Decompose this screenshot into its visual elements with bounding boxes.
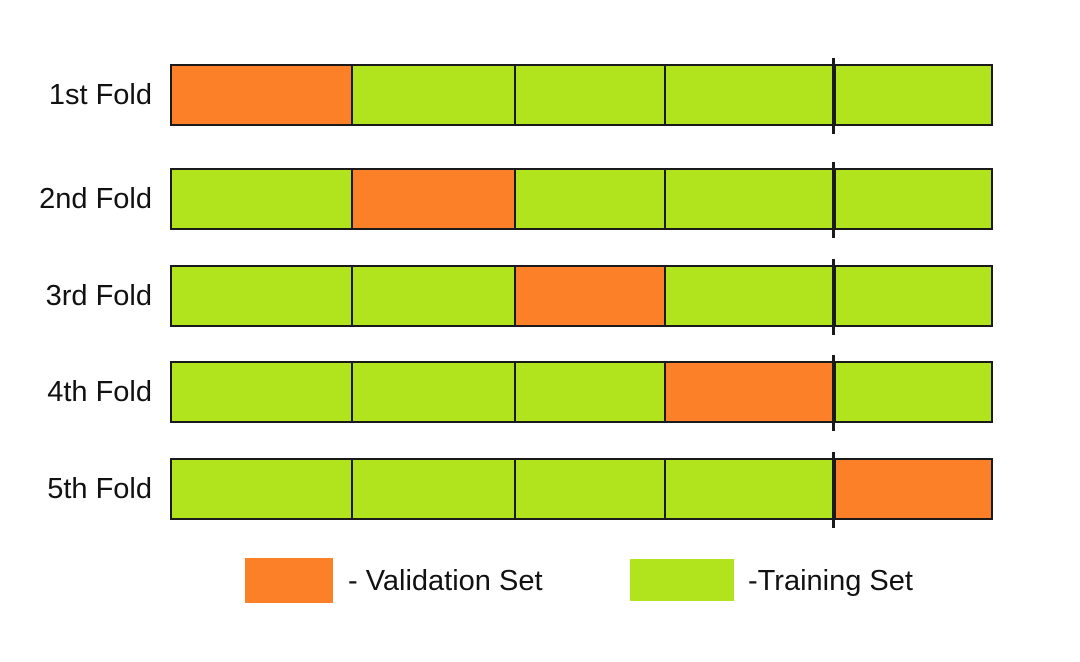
fold-segment <box>513 460 665 518</box>
fold-bar-1 <box>170 58 993 134</box>
training-color-swatch <box>630 559 734 601</box>
fold-segment <box>351 267 514 325</box>
fold-segment <box>172 363 352 421</box>
boundary-tick <box>831 259 835 335</box>
fold-row-5: 5th Fold <box>0 452 1080 528</box>
fold-segment <box>351 66 514 124</box>
fold-bar-5 <box>170 452 993 528</box>
fold-segment <box>172 267 352 325</box>
fold-row-4: 4th Fold <box>0 355 1080 431</box>
fold-segment <box>172 66 352 124</box>
fold-segment <box>351 170 514 228</box>
fold-segment <box>351 460 514 518</box>
fold-segment <box>172 170 352 228</box>
fold-row-3: 3rd Fold <box>0 259 1080 335</box>
fold-label-2: 2nd Fold <box>39 182 152 215</box>
validation-color-swatch <box>245 558 333 603</box>
fold-segment <box>833 170 991 228</box>
boundary-tick <box>831 452 835 528</box>
fold-bar-4 <box>170 355 993 431</box>
fold-segment <box>833 363 991 421</box>
fold-label-1: 1st Fold <box>48 78 152 111</box>
fold-segment <box>833 267 991 325</box>
fold-segment <box>664 460 834 518</box>
fold-segment <box>513 66 665 124</box>
boundary-tick <box>831 58 835 134</box>
fold-segment <box>664 170 834 228</box>
boundary-tick <box>831 355 835 431</box>
fold-label-3: 3rd Fold <box>45 279 152 312</box>
fold-segment <box>833 66 991 124</box>
fold-segment <box>664 363 834 421</box>
fold-bar-2 <box>170 162 993 238</box>
fold-segment <box>664 66 834 124</box>
legend: - Validation Set -Training Set <box>0 556 1080 612</box>
fold-row-2: 2nd Fold <box>0 162 1080 238</box>
fold-bar-3 <box>170 259 993 335</box>
fold-segment <box>664 267 834 325</box>
fold-segment <box>351 363 514 421</box>
fold-segment <box>833 460 991 518</box>
fold-segment <box>172 460 352 518</box>
fold-segment <box>513 267 665 325</box>
validation-legend-label: - Validation Set <box>348 565 543 597</box>
fold-label-5: 5th Fold <box>47 472 152 505</box>
boundary-tick <box>831 162 835 238</box>
fold-label-4: 4th Fold <box>47 375 152 408</box>
fold-row-1: 1st Fold <box>0 58 1080 134</box>
fold-segment <box>513 170 665 228</box>
fold-segment <box>513 363 665 421</box>
training-legend-label: -Training Set <box>748 565 913 597</box>
